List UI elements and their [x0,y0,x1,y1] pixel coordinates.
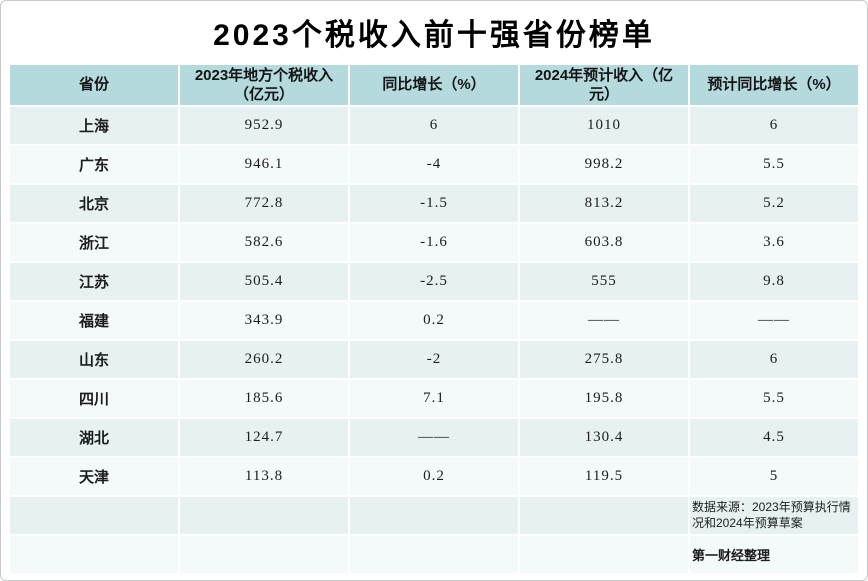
revenue-2023-cell: 772.8 [180,185,348,222]
revenue-2024-cell: 1010 [520,107,688,144]
table-header-row: 省份 2023年地方个税收入（亿元） 同比增长（%） 2024年预计收入（亿元）… [10,65,858,105]
forecast-growth-cell: 4.5 [690,419,858,456]
empty-cell [180,536,348,574]
empty-cell [350,497,518,535]
revenue-2024-cell: 195.8 [520,380,688,417]
forecast-growth-cell: 5.5 [690,146,858,183]
table-head: 省份 2023年地方个税收入（亿元） 同比增长（%） 2024年预计收入（亿元）… [10,65,858,105]
revenue-2024-cell: —— [520,302,688,339]
yoy-growth-cell: 7.1 [350,380,518,417]
empty-cell [350,536,518,574]
revenue-2024-cell: 119.5 [520,458,688,495]
province-cell: 江苏 [10,263,178,300]
col-header-forecast-growth: 预计同比增长（%） [690,65,858,105]
revenue-2023-cell: 952.9 [180,107,348,144]
revenue-2024-cell: 813.2 [520,185,688,222]
revenue-2024-cell: 275.8 [520,341,688,378]
yoy-growth-cell: -4 [350,146,518,183]
province-cell: 上海 [10,107,178,144]
table-footer-row-source: 数据来源：2023年预算执行情况和2024年预算草案 [10,497,858,535]
table-row-beijing: 北京 772.8 -1.5 813.2 5.2 [10,185,858,222]
empty-cell [180,497,348,535]
yoy-growth-cell: -1.5 [350,185,518,222]
col-header-revenue-2024-forecast: 2024年预计收入（亿元） [520,65,688,105]
table-row-zhejiang: 浙江 582.6 -1.6 603.8 3.6 [10,224,858,261]
forecast-growth-cell: —— [690,302,858,339]
revenue-2023-cell: 185.6 [180,380,348,417]
forecast-growth-cell: 6 [690,107,858,144]
table-row-fujian: 福建 343.9 0.2 —— —— [10,302,858,339]
province-cell: 北京 [10,185,178,222]
yoy-growth-cell: -1.6 [350,224,518,261]
col-header-revenue-2023: 2023年地方个税收入（亿元） [180,65,348,105]
empty-cell [10,497,178,535]
table-row-hubei: 湖北 124.7 —— 130.4 4.5 [10,419,858,456]
revenue-2023-cell: 582.6 [180,224,348,261]
table-row-shandong: 山东 260.2 -2 275.8 6 [10,341,858,378]
yoy-growth-cell: 6 [350,107,518,144]
credit-note: 第一财经整理 [690,536,858,574]
table-row-jiangsu: 江苏 505.4 -2.5 555 9.8 [10,263,858,300]
data-source-note: 数据来源：2023年预算执行情况和2024年预算草案 [690,497,858,535]
revenue-2024-cell: 555 [520,263,688,300]
revenue-2023-cell: 113.8 [180,458,348,495]
col-header-yoy-growth: 同比增长（%） [350,65,518,105]
forecast-growth-cell: 3.6 [690,224,858,261]
table-row-sichuan: 四川 185.6 7.1 195.8 5.5 [10,380,858,417]
forecast-growth-cell: 5.2 [690,185,858,222]
revenue-2023-cell: 260.2 [180,341,348,378]
forecast-growth-cell: 9.8 [690,263,858,300]
revenue-2023-cell: 343.9 [180,302,348,339]
revenue-2024-cell: 603.8 [520,224,688,261]
province-cell: 四川 [10,380,178,417]
col-header-province: 省份 [10,65,178,105]
title-bar: 2023个税收入前十强省份榜单 [1,1,867,63]
yoy-growth-cell: —— [350,419,518,456]
yoy-growth-cell: -2 [350,341,518,378]
forecast-growth-cell: 5.5 [690,380,858,417]
forecast-growth-cell: 5 [690,458,858,495]
revenue-2024-cell: 998.2 [520,146,688,183]
province-cell: 天津 [10,458,178,495]
province-cell: 福建 [10,302,178,339]
table-row-shanghai: 上海 952.9 6 1010 6 [10,107,858,144]
empty-cell [520,536,688,574]
province-cell: 浙江 [10,224,178,261]
revenue-2023-cell: 124.7 [180,419,348,456]
province-cell: 湖北 [10,419,178,456]
page-title: 2023个税收入前十强省份榜单 [213,19,655,52]
table-footer-row-credit: 第一财经整理 [10,536,858,574]
empty-cell [10,536,178,574]
yoy-growth-cell: -2.5 [350,263,518,300]
tax-table: 省份 2023年地方个税收入（亿元） 同比增长（%） 2024年预计收入（亿元）… [8,63,860,575]
revenue-2023-cell: 505.4 [180,263,348,300]
revenue-2023-cell: 946.1 [180,146,348,183]
province-cell: 山东 [10,341,178,378]
yoy-growth-cell: 0.2 [350,302,518,339]
table-row-tianjin: 天津 113.8 0.2 119.5 5 [10,458,858,495]
table-body: 上海 952.9 6 1010 6 广东 946.1 -4 998.2 5.5 … [10,107,858,574]
yoy-growth-cell: 0.2 [350,458,518,495]
province-cell: 广东 [10,146,178,183]
table-row-guangdong: 广东 946.1 -4 998.2 5.5 [10,146,858,183]
empty-cell [520,497,688,535]
forecast-growth-cell: 6 [690,341,858,378]
revenue-2024-cell: 130.4 [520,419,688,456]
